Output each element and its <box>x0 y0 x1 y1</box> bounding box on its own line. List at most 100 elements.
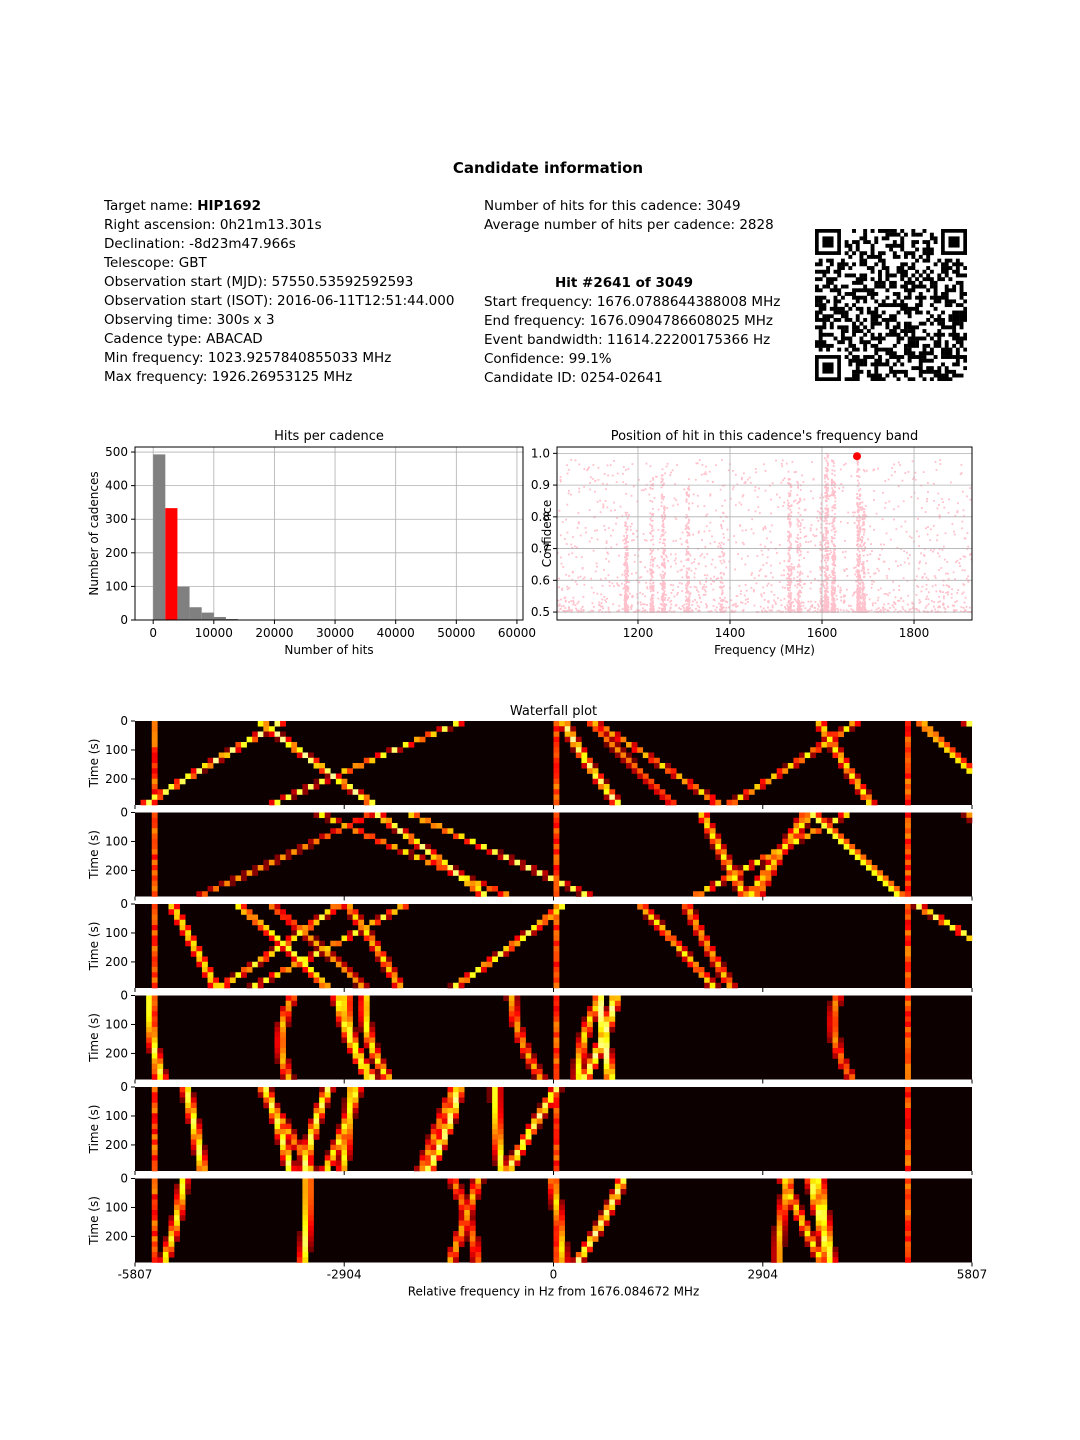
data-point <box>571 546 574 549</box>
pixel <box>648 778 655 785</box>
data-point <box>650 570 653 573</box>
data-point <box>660 555 663 558</box>
pixel <box>771 870 777 876</box>
qr-module <box>837 306 842 311</box>
pixel <box>743 891 750 897</box>
data-point <box>566 472 569 475</box>
data-point <box>839 608 842 611</box>
data-point <box>742 494 745 497</box>
data-point <box>796 565 799 568</box>
data-point <box>696 604 699 607</box>
data-point <box>723 596 726 599</box>
data-point <box>602 506 605 509</box>
data-point <box>720 523 723 526</box>
x-tick-label: 0 <box>149 626 157 640</box>
data-point <box>887 478 890 481</box>
pixel <box>436 859 443 866</box>
pixel <box>748 865 755 871</box>
pixel <box>693 784 699 790</box>
data-point <box>803 526 806 529</box>
data-point <box>590 537 593 539</box>
data-point <box>788 610 791 613</box>
data-point <box>688 527 690 530</box>
pixel <box>592 763 599 769</box>
data-point <box>869 575 872 578</box>
qr-module <box>818 288 823 293</box>
qr-module <box>863 258 868 263</box>
data-point <box>623 583 626 586</box>
qr-module <box>833 306 838 311</box>
data-point <box>789 492 792 495</box>
data-point <box>860 545 863 548</box>
data-point <box>703 556 706 559</box>
pixel <box>793 833 800 840</box>
data-point <box>827 546 829 549</box>
data-point <box>660 481 663 484</box>
data-point <box>861 506 864 509</box>
data-point <box>823 457 826 460</box>
pixel <box>151 838 158 845</box>
pixel <box>810 828 817 834</box>
qr-module <box>941 351 945 356</box>
data-point <box>627 586 630 588</box>
qr-module <box>903 306 908 311</box>
pixel <box>425 817 432 824</box>
qr-module <box>870 377 875 381</box>
pixel <box>480 880 487 887</box>
data-point <box>820 587 823 590</box>
data-point <box>966 548 969 550</box>
data-point <box>582 610 585 612</box>
data-point <box>658 541 661 544</box>
pixel <box>832 817 839 824</box>
data-point <box>857 603 860 606</box>
data-point <box>830 536 833 538</box>
data-point <box>651 600 654 603</box>
data-point <box>787 601 790 604</box>
data-point <box>859 494 862 497</box>
data-point <box>665 556 668 558</box>
pixel <box>430 849 437 855</box>
data-point <box>592 591 595 594</box>
data-point <box>858 468 861 471</box>
data-point <box>685 570 688 573</box>
qr-module <box>874 284 879 289</box>
data-point <box>661 542 664 544</box>
pixel <box>559 880 565 887</box>
pixel <box>553 726 560 732</box>
qr-module <box>818 317 823 322</box>
data-point <box>825 568 828 570</box>
data-point <box>740 557 743 560</box>
data-point <box>650 513 653 516</box>
pixel <box>620 757 627 764</box>
data-point <box>609 464 612 467</box>
data-point <box>788 575 791 578</box>
pixel <box>235 875 242 882</box>
data-point <box>698 609 701 612</box>
data-point <box>832 610 835 612</box>
pixel <box>280 721 286 727</box>
data-point <box>626 552 629 554</box>
data-point <box>626 573 628 576</box>
data-point <box>884 608 887 611</box>
pixel <box>497 891 504 897</box>
qr-module <box>926 366 931 371</box>
data-point <box>833 474 836 477</box>
data-point <box>582 609 585 611</box>
pixel <box>865 789 872 795</box>
pixel <box>441 828 448 834</box>
qr-module <box>955 336 960 341</box>
qr-module <box>852 347 856 352</box>
data-point <box>636 535 639 538</box>
qr-module <box>855 373 860 378</box>
data-point <box>562 609 565 612</box>
data-point <box>685 584 688 587</box>
qr-module <box>944 295 949 300</box>
qr-module <box>929 251 934 256</box>
pixel <box>626 752 632 759</box>
qr-module <box>963 266 967 270</box>
pixel <box>586 891 593 897</box>
qr-module <box>852 229 856 233</box>
data-point <box>577 609 580 612</box>
data-point <box>652 586 655 588</box>
data-point <box>936 539 938 542</box>
